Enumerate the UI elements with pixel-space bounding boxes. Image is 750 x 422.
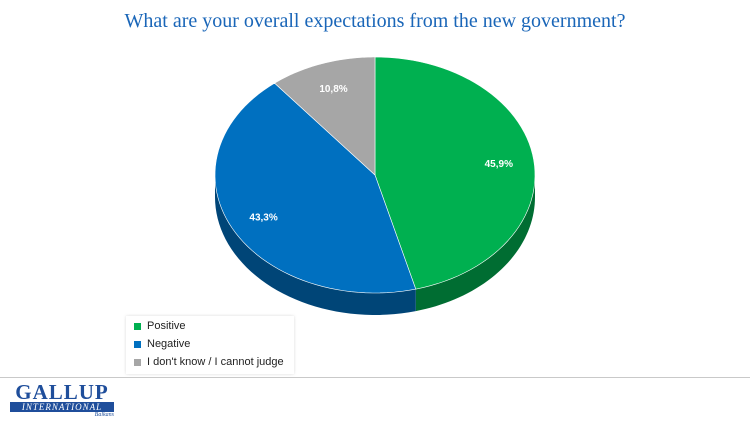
logo-sub: Balkans [94,412,114,418]
chart-title: What are your overall expectations from … [124,10,626,32]
legend-item-negative: Negative [134,336,190,352]
pie-slice-negative [214,82,417,294]
legend-label-positive: Positive [147,320,186,332]
pie-label-dont-know: 10,8% [319,84,347,95]
legend-label-negative: Negative [147,338,191,350]
pie-slice-positive [374,56,536,290]
pie-side-negative [215,175,416,315]
logo-bar: INTERNATIONAL [10,402,114,412]
footer-divider [0,377,750,378]
logo-name: GALLUP [15,380,109,404]
legend-item-dont-know: I don't know / I cannot judge [134,354,284,370]
legend-label-dont-know: I don't know / I cannot judge [147,356,284,368]
pie-side-positive [415,175,535,312]
legend-swatch-dont-know [134,358,141,366]
legend-item-positive: Positive [134,318,186,334]
pie-label-positive: 45,9% [485,159,513,170]
chart-legend: Positive Negative I don't know / I canno… [126,316,294,374]
gallup-logo: GALLUP INTERNATIONAL Balkans [10,382,114,420]
pie-label-negative: 43,3% [249,213,277,224]
pie-slice-dont-know [274,56,376,176]
legend-swatch-positive [134,322,141,330]
legend-swatch-negative [134,340,141,348]
pie-slices: 45,9% 43,3% 10,8% [214,56,536,315]
